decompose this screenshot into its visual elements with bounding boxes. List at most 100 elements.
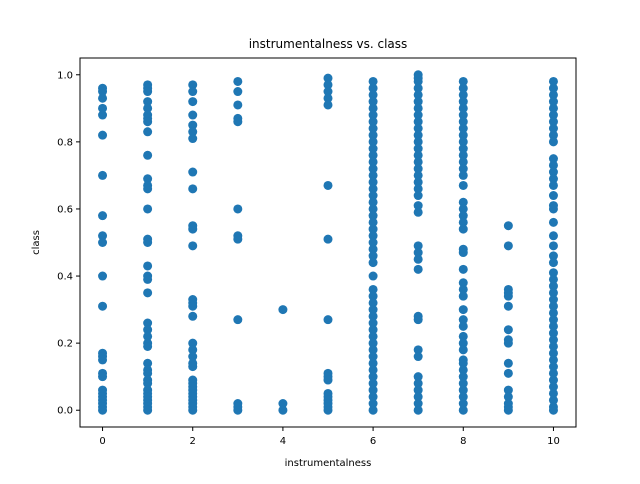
data-point bbox=[368, 170, 378, 180]
data-point bbox=[548, 174, 558, 184]
data-point bbox=[143, 331, 153, 341]
data-point bbox=[143, 368, 153, 378]
data-point bbox=[413, 392, 423, 402]
data-point bbox=[98, 301, 108, 311]
data-point bbox=[413, 103, 423, 113]
data-point bbox=[98, 231, 108, 241]
data-point bbox=[413, 157, 423, 167]
data-point bbox=[458, 76, 468, 86]
data-point bbox=[413, 137, 423, 147]
data-point bbox=[368, 204, 378, 214]
data-point bbox=[413, 378, 423, 388]
data-point bbox=[368, 110, 378, 120]
data-point bbox=[368, 325, 378, 335]
data-point bbox=[143, 261, 153, 271]
data-point bbox=[143, 274, 153, 284]
data-point bbox=[368, 399, 378, 409]
data-point bbox=[143, 358, 153, 368]
data-point bbox=[548, 281, 558, 291]
data-point bbox=[233, 100, 243, 110]
data-point bbox=[368, 238, 378, 247]
data-point bbox=[548, 368, 558, 378]
data-point bbox=[98, 87, 108, 97]
data-point bbox=[548, 258, 558, 268]
x-tick-label: 4 bbox=[280, 436, 286, 447]
data-point bbox=[548, 110, 558, 120]
data-point bbox=[548, 315, 558, 325]
data-point bbox=[368, 137, 378, 147]
data-point bbox=[458, 399, 468, 409]
data-point bbox=[368, 291, 378, 301]
data-point bbox=[143, 174, 153, 184]
data-point bbox=[458, 164, 468, 174]
data-point bbox=[233, 405, 243, 415]
data-point bbox=[188, 167, 198, 177]
data-point bbox=[458, 137, 468, 147]
data-point bbox=[368, 352, 378, 362]
y-axis: 0.0 0.2 0.4 0.6 0.8 1.0 bbox=[57, 70, 80, 417]
data-point bbox=[503, 291, 513, 301]
data-point bbox=[368, 378, 378, 388]
data-point bbox=[458, 331, 468, 341]
data-point bbox=[548, 130, 558, 140]
data-point bbox=[458, 157, 468, 167]
data-point bbox=[548, 180, 558, 190]
x-tick-label: 2 bbox=[190, 436, 196, 447]
data-point bbox=[278, 399, 288, 409]
data-point bbox=[188, 87, 198, 97]
data-point bbox=[548, 90, 558, 100]
data-point bbox=[143, 117, 153, 127]
data-point bbox=[413, 405, 423, 415]
data-point bbox=[368, 123, 378, 133]
data-point bbox=[413, 110, 423, 120]
data-point bbox=[413, 352, 423, 362]
x-tick-label: 0 bbox=[99, 436, 105, 447]
data-point bbox=[188, 345, 198, 355]
data-point bbox=[368, 217, 378, 227]
data-point bbox=[413, 130, 423, 140]
data-point bbox=[413, 76, 423, 86]
data-point bbox=[188, 301, 198, 311]
data-point bbox=[458, 211, 468, 221]
data-point bbox=[458, 264, 468, 274]
data-point bbox=[458, 385, 468, 395]
data-point bbox=[458, 197, 468, 207]
data-point bbox=[143, 318, 153, 328]
data-point bbox=[458, 180, 468, 190]
data-point bbox=[458, 130, 468, 140]
data-point bbox=[188, 97, 198, 107]
data-point bbox=[458, 405, 468, 415]
data-point bbox=[368, 83, 378, 93]
data-point bbox=[143, 87, 153, 97]
data-point bbox=[458, 305, 468, 315]
data-point bbox=[368, 365, 378, 375]
data-point bbox=[458, 291, 468, 301]
data-point bbox=[98, 130, 108, 140]
data-point bbox=[233, 204, 243, 214]
data-point bbox=[413, 201, 423, 211]
data-point bbox=[548, 154, 558, 164]
data-point bbox=[458, 224, 468, 234]
data-point bbox=[368, 177, 378, 187]
data-point bbox=[323, 405, 333, 415]
data-points bbox=[98, 70, 558, 415]
data-point bbox=[368, 76, 378, 86]
chart-title: instrumentalness vs. class bbox=[249, 37, 408, 51]
data-point bbox=[368, 144, 378, 154]
data-point bbox=[368, 338, 378, 348]
data-point bbox=[143, 288, 153, 298]
data-point bbox=[233, 234, 243, 244]
data-point bbox=[548, 308, 558, 318]
data-point bbox=[548, 348, 558, 358]
data-point bbox=[548, 123, 558, 133]
data-point bbox=[548, 295, 558, 305]
data-point bbox=[548, 83, 558, 93]
data-point bbox=[503, 221, 513, 231]
data-point bbox=[413, 241, 423, 251]
y-tick-label: 1.0 bbox=[57, 70, 73, 81]
data-point bbox=[458, 117, 468, 127]
data-point bbox=[98, 271, 108, 281]
data-point bbox=[548, 395, 558, 405]
data-point bbox=[548, 355, 558, 365]
data-point bbox=[368, 311, 378, 321]
